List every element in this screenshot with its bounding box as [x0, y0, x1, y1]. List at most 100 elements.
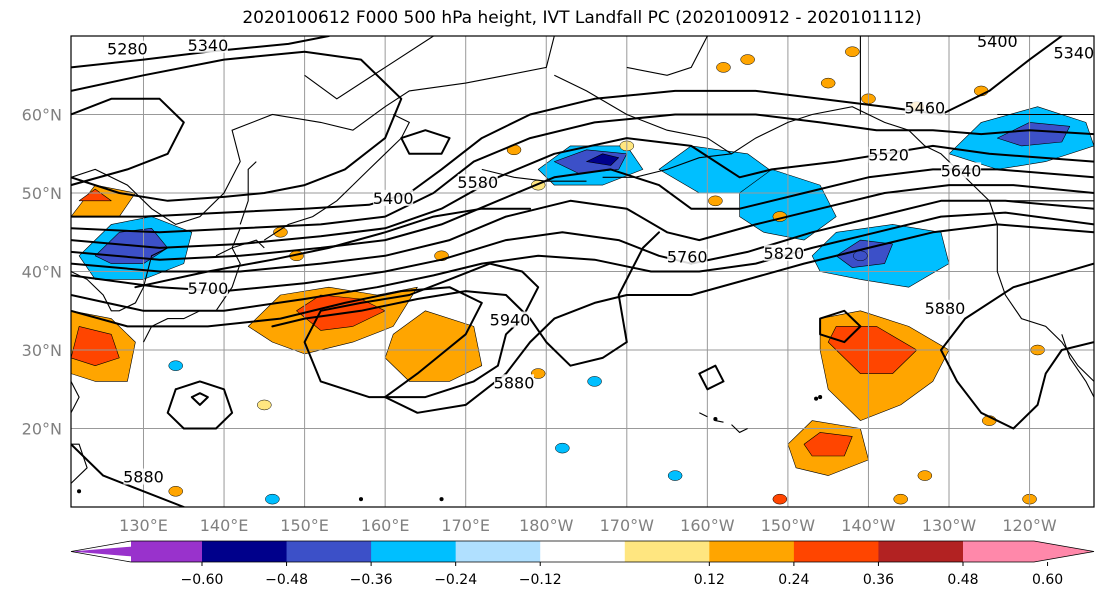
height-contour [819, 309, 862, 344]
height-contour [190, 392, 209, 406]
colorbar-swatch [709, 541, 795, 562]
height-contour [71, 97, 185, 187]
contour-label-bg [187, 280, 228, 297]
lon-tick-label: 170°E [441, 516, 490, 535]
height-contour [71, 36, 1063, 218]
colorbar-tick-label: −0.12 [519, 572, 562, 588]
height-contour [71, 211, 1094, 312]
coastlines-layer [71, 36, 1094, 502]
contour-label: 5520 [868, 146, 909, 165]
contour-label-bg [123, 468, 164, 485]
contour-label: 5280 [107, 40, 148, 59]
ivt-small-patch [820, 77, 836, 89]
colorbar-tick-label: −0.60 [181, 572, 224, 588]
ivt-small-patch [667, 470, 683, 481]
coastline-segment [1061, 334, 1094, 398]
ivt-small-patch [587, 376, 602, 387]
coastline-segment [626, 36, 708, 76]
lon-tick-label: 130°W [922, 516, 977, 535]
contour-label-bg [107, 40, 148, 57]
island-dot [713, 417, 718, 422]
colorbar-tick-label: −0.48 [265, 572, 308, 588]
lat-tick-label: 60°N [22, 106, 62, 125]
contour-label-bg [494, 374, 535, 391]
colorbar-tick-label: 0.36 [863, 572, 894, 588]
contour-label-bg [868, 146, 909, 163]
ivt-shaded-region [787, 420, 869, 476]
height-contour [134, 207, 532, 289]
contour-label-bg [941, 162, 982, 179]
colorbar-extend-high [1034, 541, 1094, 562]
contour-label-bg [490, 311, 531, 328]
height-contour [71, 113, 1094, 234]
ivt-small-patch [265, 493, 280, 505]
contour-label-bg [457, 174, 498, 191]
lon-tick-label: 150°W [761, 516, 816, 535]
contour-label-bg [977, 32, 1018, 49]
contour-label: 5460 [904, 99, 945, 118]
coastline-segment [554, 74, 974, 186]
coastline-segment [304, 36, 434, 100]
height-contour [271, 231, 660, 367]
contour-label-bg [187, 36, 228, 53]
colorbar: −0.60 −0.48 −0.36 −0.24 −0.12 0.12 0.24 0.36 0.4… [70, 540, 1095, 588]
height-contour [71, 50, 403, 202]
lon-tick-label: 160°W [680, 516, 735, 535]
contour-label: 5340 [1054, 44, 1095, 63]
colorbar-tick-label: 0.24 [778, 572, 809, 588]
ivt-small-patch [530, 368, 546, 379]
ivt-small-patch [845, 46, 860, 57]
lon-tick-label: 150°E [280, 516, 329, 535]
colorbar-swatch [963, 541, 1034, 562]
ivt-small-patch [716, 62, 731, 73]
contour-label-bg [763, 244, 804, 261]
contour-labels-layer: 5280 5340 5400 5580 5700 5940 5880 5880 5760 5820… [107, 32, 1094, 487]
lon-tick-label: 130°E [119, 516, 168, 535]
lon-tick-label: 120°W [1002, 516, 1057, 535]
contour-label-bg [924, 299, 965, 316]
colorbar-tick-label: 0.48 [947, 572, 978, 588]
island-dot [358, 497, 364, 502]
map-title: 2020100612 F000 500 hPa height, IVT Land… [242, 8, 922, 28]
contour-label: 5400 [977, 32, 1018, 51]
lon-tick-label: 140°W [841, 516, 896, 535]
contour-label-bg [904, 99, 945, 116]
contour-label-bg [667, 248, 708, 265]
coastline-segment [602, 153, 732, 178]
lon-tick-label: 140°E [200, 516, 249, 535]
coastline-segment [715, 420, 724, 423]
colorbar-tick-label: 0.12 [694, 572, 725, 588]
contour-label: 5760 [667, 248, 708, 267]
colorbar-swatch [624, 541, 710, 562]
contour-label: 5640 [941, 161, 982, 180]
colorbar-swatch [455, 541, 541, 562]
colorbar-swatch [286, 541, 372, 562]
contour-label: 5940 [490, 311, 531, 330]
colorbar-tick-label: −0.24 [434, 572, 477, 588]
coastline-segment [699, 412, 708, 418]
contour-label: 5400 [373, 189, 414, 208]
colorbar-swatch [793, 541, 879, 562]
island-dot [77, 489, 82, 494]
coastline-segment [264, 184, 354, 241]
ivt-small-patch [917, 470, 933, 481]
ivt-small-patch [257, 399, 272, 411]
latitude-ticks: 20°N 30°N 40°N 50°N 60°N [22, 106, 62, 439]
contour-label: 5580 [457, 173, 498, 192]
colorbar-swatch [371, 541, 457, 562]
contour-label: 5700 [188, 279, 229, 298]
contour-label-bg [1053, 44, 1094, 61]
coastline-segment [215, 228, 241, 257]
ivt-small-patch [555, 442, 570, 454]
colorbar-outline [70, 540, 1095, 563]
longitude-ticks: 130°E 140°E 150°E 160°E 170°E 180°W 170°W 160°W… [119, 516, 1057, 535]
coastline-segment [731, 424, 748, 434]
coastline-segment [352, 114, 411, 186]
height-contour [400, 129, 451, 155]
contour-label-bg [373, 189, 414, 206]
height-contour [71, 223, 1094, 414]
lat-tick-label: 40°N [22, 263, 62, 282]
coastline-segment [71, 36, 555, 226]
contour-label: 5340 [188, 36, 229, 55]
